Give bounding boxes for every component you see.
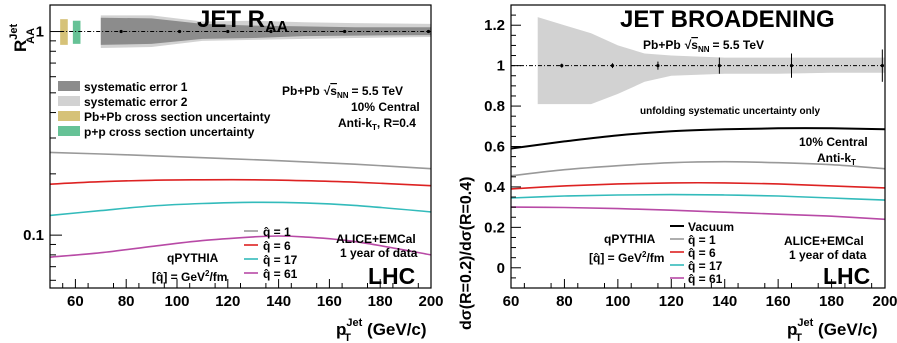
raa-title: JET RAA — [197, 6, 289, 36]
raa-legend-label: q̂ = 61 — [263, 267, 298, 281]
broadening-lhc-label: LHC — [823, 263, 870, 289]
raa-unity-point — [119, 29, 123, 34]
raa-x-tick-label: 60 — [67, 293, 84, 310]
broadening-algorithm-label: Anti-kT — [817, 151, 856, 167]
broadening-unity-point — [789, 64, 794, 68]
broadening-unity-point — [610, 64, 615, 68]
raa-unity-point — [177, 29, 182, 34]
raa-legend-label: q̂ = 1 — [263, 225, 291, 239]
raa-lhc-label: LHC — [368, 263, 415, 289]
raa-legend-label: systematic error 1 — [84, 80, 188, 94]
broadening-series-line — [510, 127, 886, 150]
broadening-model-label: qPYTHIA — [604, 232, 656, 246]
raa-legend-swatch — [58, 81, 80, 91]
broadening-y-tick-label: 0.6 — [484, 139, 505, 156]
broadening-x-tick-label: 100 — [605, 293, 630, 310]
broadening-unity-point — [560, 64, 564, 68]
broadening-title: JET BROADENING — [620, 6, 835, 33]
broadening-x-tick-label: 200 — [872, 293, 897, 310]
raa-chart: 60 80 100 120 140 160 180 200 1 0.1 JET RAA RJet A… — [8, 4, 444, 343]
raa-unity-point — [343, 29, 347, 34]
broadening-xlabel: pJet T (GeV/c) — [787, 317, 878, 343]
broadening-y-tick-label: 1 — [497, 58, 505, 75]
raa-legend-qhat: q̂ = 1q̂ = 6q̂ = 17q̂ = 61 — [244, 225, 298, 281]
raa-legend-swatch — [58, 111, 80, 121]
broadening-legend-label: q̂ = 1 — [688, 233, 716, 247]
broadening-chart: 60 80 100 120 140 160 180 20000.20.40.60.811.2 … — [458, 4, 897, 343]
broadening-legend-label: q̂ = 6 — [688, 246, 716, 260]
broadening-plot-frame — [510, 4, 886, 289]
raa-ylabel: RJet AA — [8, 23, 37, 52]
raa-x-tick-label: 160 — [317, 293, 342, 310]
raa-detector-label: ALICE+EMCal — [336, 232, 416, 246]
broadening-centrality-label: 10% Central — [799, 135, 868, 149]
raa-series-line — [49, 235, 432, 258]
broadening-y-tick-label: 0 — [497, 260, 505, 277]
raa-energy-label: Pb+Pb √sNN = 5.5 TeV — [282, 84, 403, 100]
broadening-energy-label: Pb+Pb √sNN = 5.5 TeV — [643, 38, 764, 54]
raa-unity-point — [226, 29, 230, 34]
raa-data-duration: 1 year of data — [340, 246, 418, 260]
raa-legend-label: q̂ = 6 — [263, 239, 291, 253]
broadening-data-duration: 1 year of data — [789, 248, 867, 262]
raa-model-label: qPYTHIA — [167, 251, 219, 265]
raa-x-tick-label: 180 — [368, 293, 393, 310]
raa-unity-point — [269, 29, 273, 34]
broadening-legend-label: q̂ = 61 — [688, 272, 723, 286]
raa-legend-label: q̂ = 17 — [263, 253, 298, 267]
raa-legend-label: Pb+Pb cross section uncertainty — [84, 110, 271, 124]
raa-series-line — [49, 201, 432, 217]
raa-legend-label: systematic error 2 — [84, 95, 188, 109]
raa-legend-swatch — [58, 96, 80, 106]
raa-series-line — [49, 178, 432, 187]
broadening-x-tick-label: 120 — [659, 293, 684, 310]
raa-legend-swatch — [58, 126, 80, 136]
broadening-y-tick-label: 0.4 — [484, 179, 506, 196]
broadening-detector-label: ALICE+EMCal — [784, 234, 864, 248]
broadening-y-tick-label: 1.2 — [484, 17, 505, 34]
broadening-x-tick-label: 160 — [766, 293, 791, 310]
broadening-legend-label: q̂ = 17 — [688, 259, 723, 273]
broadening-unfolding-note: unfolding systematic uncertainty only — [640, 106, 820, 117]
raa-legend-label: p+p cross section uncertainty — [84, 125, 255, 139]
raa-x-tick-label: 140 — [266, 293, 291, 310]
broadening-x-tick-label: 180 — [819, 293, 844, 310]
raa-systematic-band-1 — [100, 17, 432, 45]
raa-x-tick-label: 120 — [215, 293, 240, 310]
broadening-unity-point — [656, 64, 660, 68]
raa-x-tick-label: 200 — [418, 293, 443, 310]
raa-model-units: [q̂] = GeV2/fm — [152, 269, 227, 284]
raa-series-line — [49, 151, 432, 170]
broadening-series-line — [510, 181, 886, 190]
broadening-y-tick-label: 0.2 — [484, 219, 505, 236]
broadening-legend-label: Vacuum — [688, 220, 734, 234]
raa-xlabel: pJet T (GeV/c) — [336, 317, 427, 343]
broadening-unfolding-band — [537, 17, 885, 105]
broadening-x-tick-label: 60 — [503, 293, 520, 310]
broadening-series-line — [510, 206, 886, 221]
broadening-series-line — [510, 193, 886, 201]
broadening-model-units: [q̂] = GeV2/fm — [589, 250, 664, 265]
broadening-unity-point — [717, 64, 721, 68]
raa-algorithm-label: Anti-kT, R=0.4 — [338, 116, 416, 132]
raa-y-tick-label: 1 — [36, 24, 44, 41]
broadening-series-line — [510, 160, 886, 177]
raa-x-tick-label: 100 — [164, 293, 189, 310]
broadening-y-tick-label: 0.8 — [484, 98, 505, 115]
broadening-x-tick-label: 140 — [712, 293, 737, 310]
raa-unity-point — [426, 29, 431, 34]
raa-x-tick-label: 80 — [118, 293, 135, 310]
broadening-ylabel: dσ(R=0.2)/dσ(R=0.4) — [458, 177, 475, 330]
broadening-unity-point — [880, 64, 884, 68]
raa-pp-uncertainty-box — [72, 20, 81, 44]
raa-plot-frame — [49, 4, 432, 289]
raa-centrality-label: 10% Central — [351, 100, 420, 114]
raa-y-tick-label: 0.1 — [23, 227, 44, 244]
broadening-x-tick-label: 80 — [556, 293, 573, 310]
